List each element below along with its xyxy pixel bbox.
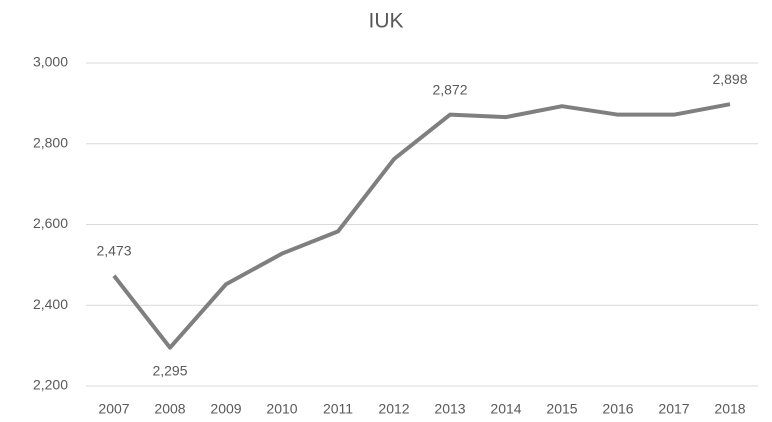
data-label: 2,898 — [712, 71, 747, 87]
data-label: 2,473 — [96, 242, 131, 258]
x-tick-label: 2017 — [658, 401, 689, 417]
x-tick-label: 2007 — [98, 401, 129, 417]
y-tick-label: 2,400 — [33, 296, 68, 312]
x-tick-label: 2014 — [490, 401, 521, 417]
y-tick-label: 2,600 — [33, 215, 68, 231]
x-tick-label: 2010 — [266, 401, 297, 417]
chart-title: IUK — [368, 10, 403, 33]
x-tick-label: 2015 — [546, 401, 577, 417]
x-tick-label: 2011 — [323, 401, 353, 417]
x-tick-label: 2018 — [714, 401, 745, 417]
y-tick-label: 3,000 — [33, 54, 68, 70]
data-label: 2,295 — [152, 362, 187, 378]
x-tick-label: 2009 — [210, 401, 241, 417]
y-tick-label: 2,800 — [33, 134, 68, 150]
x-tick-label: 2013 — [434, 401, 465, 417]
x-tick-label: 2012 — [378, 401, 409, 417]
x-tick-label: 2016 — [602, 401, 633, 417]
data-label: 2,872 — [432, 81, 467, 97]
y-tick-label: 2,200 — [33, 377, 68, 393]
line — [112, 102, 731, 350]
x-tick-label: 2008 — [154, 401, 185, 417]
